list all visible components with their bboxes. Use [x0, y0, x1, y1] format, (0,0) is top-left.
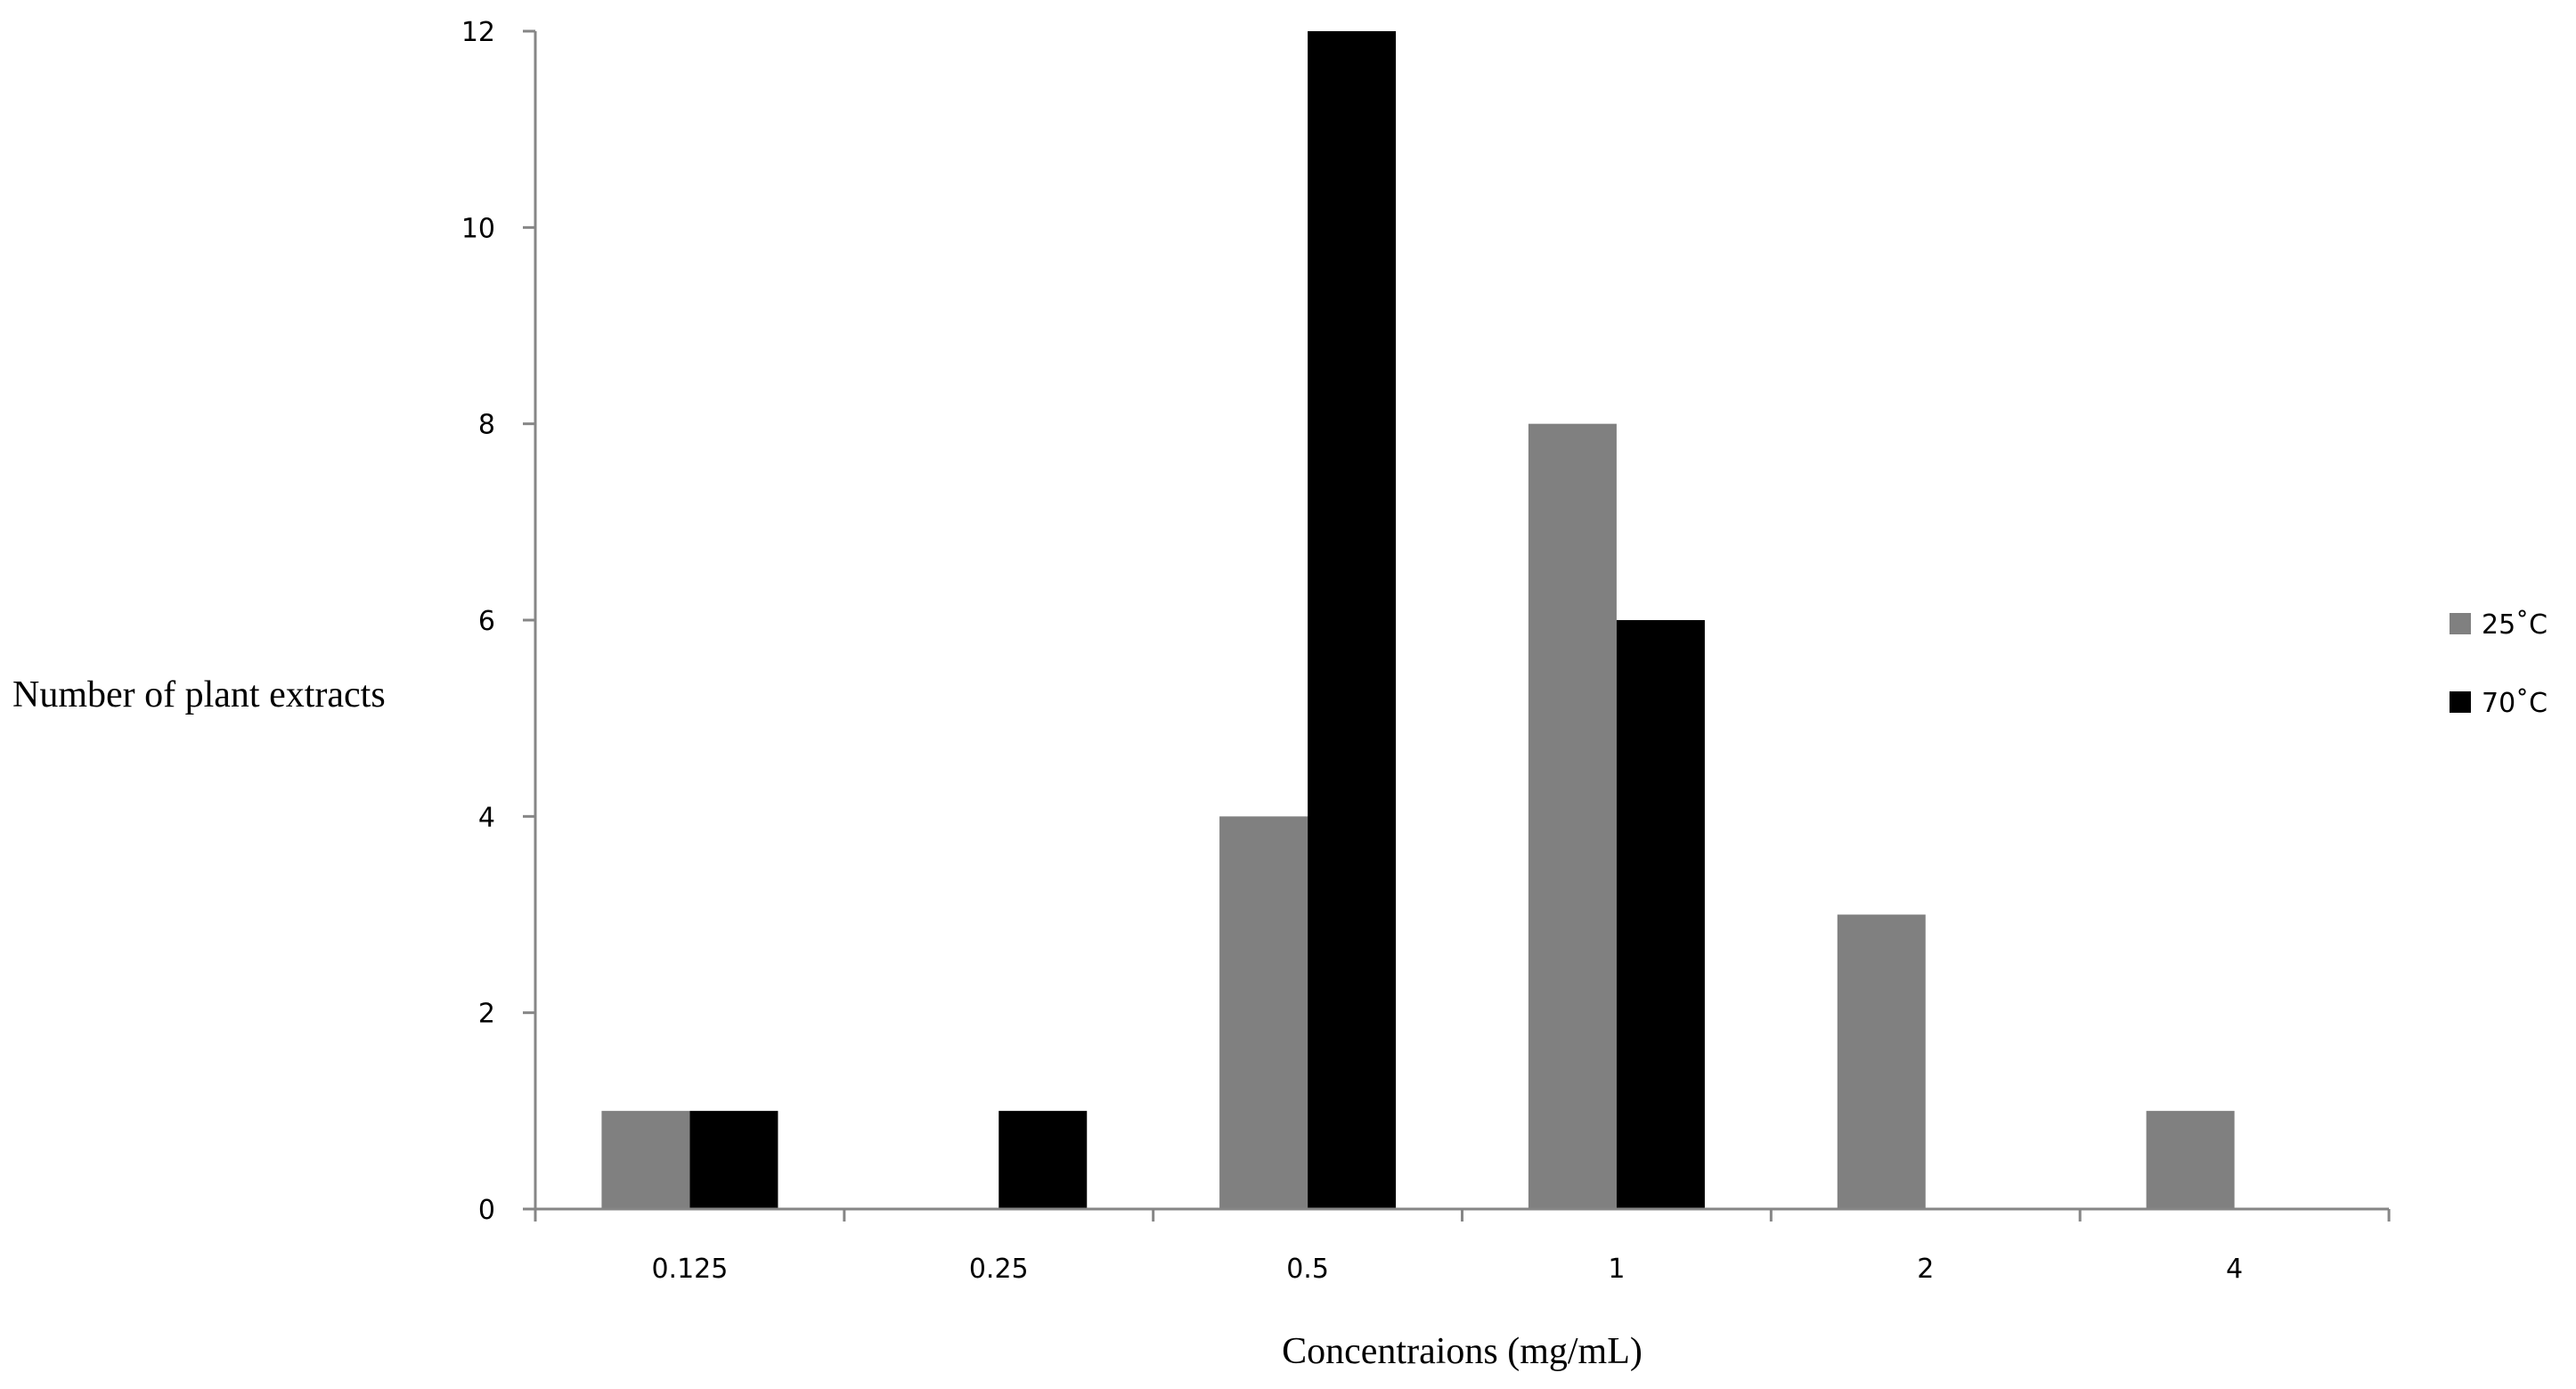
- bar: [2146, 1110, 2235, 1209]
- x-ticks: 0.125 0.25 0.5 1 2 4: [534, 1209, 2391, 1285]
- legend: 25˚C 70˚C: [2450, 609, 2547, 719]
- bar: [1219, 816, 1308, 1209]
- x-tick-label: 1: [1608, 1254, 1625, 1285]
- legend-swatch: [2450, 613, 2471, 634]
- y-tick-label: 2: [478, 999, 495, 1030]
- bars-layer: [601, 31, 2235, 1210]
- y-tick-label: 12: [461, 17, 495, 48]
- legend-label: 70˚C: [2482, 688, 2547, 719]
- y-tick-label: 4: [478, 802, 495, 833]
- axes-layer: [534, 31, 2389, 1211]
- legend-label: 25˚C: [2482, 609, 2547, 641]
- x-tick-label: 0.125: [651, 1254, 728, 1285]
- y-tick-label: 0: [478, 1195, 495, 1226]
- y-axis-title: Number of plant extracts: [12, 674, 386, 715]
- x-tick-label: 0.5: [1286, 1254, 1329, 1285]
- bar: [1837, 914, 1926, 1209]
- bar: [1308, 31, 1397, 1209]
- bar: [601, 1110, 690, 1209]
- bar: [689, 1110, 779, 1209]
- bar: [999, 1110, 1088, 1209]
- legend-swatch: [2450, 691, 2471, 713]
- y-tick-label: 8: [478, 410, 495, 441]
- bar: [1528, 423, 1617, 1210]
- x-tick-label: 0.25: [969, 1254, 1029, 1285]
- x-tick-label: 4: [2226, 1254, 2243, 1285]
- x-axis-title: Concentraions (mg/mL): [1282, 1331, 1643, 1372]
- bar: [1616, 620, 1705, 1209]
- y-ticks: 0 2 4 6 8 10 12: [461, 17, 535, 1226]
- y-tick-label: 6: [478, 606, 495, 637]
- x-tick-label: 2: [1917, 1254, 1934, 1285]
- y-tick-label: 10: [461, 213, 495, 244]
